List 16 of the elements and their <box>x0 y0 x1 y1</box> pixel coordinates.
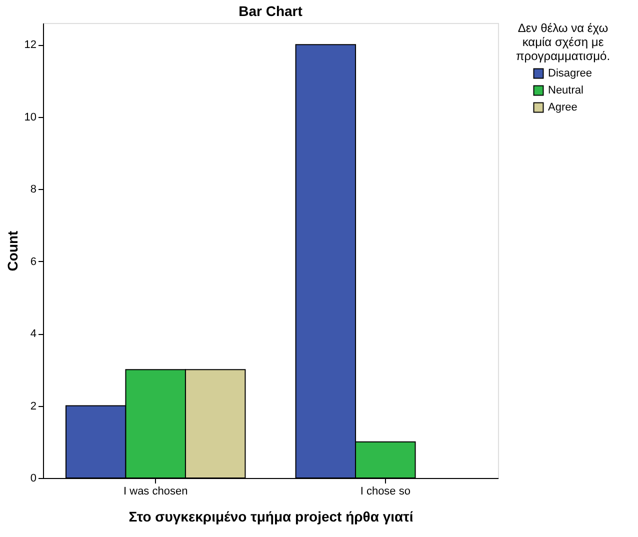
legend-title: Δεν θέλω να έχω καμία σχέση με προγραμματισμό. <box>516 21 610 63</box>
x-tick-label: I chose so <box>360 486 410 498</box>
chart-title: Bar Chart <box>238 3 303 19</box>
y-tick-label: 10 <box>24 111 36 124</box>
legend-label: Neutral <box>548 84 584 96</box>
y-axis-title: Count <box>4 230 20 272</box>
y-tick-label: 6 <box>30 256 36 268</box>
y-tick-label: 2 <box>30 400 36 412</box>
y-tick-label: 12 <box>24 39 36 52</box>
x-tick-label: I was chosen <box>124 486 188 498</box>
y-tick-label: 4 <box>30 328 36 340</box>
y-tick-label: 8 <box>30 184 36 196</box>
legend-label: Agree <box>548 102 578 114</box>
x-axis-title: Στο συγκεκριμένο τμήμα project ήρθα γιατί <box>128 508 414 524</box>
y-tick-label: 0 <box>30 472 36 484</box>
legend-label: Disagree <box>548 68 592 80</box>
